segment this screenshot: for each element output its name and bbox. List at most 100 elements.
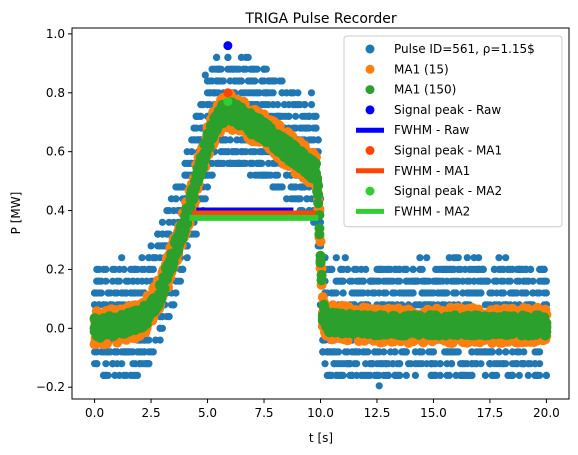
raw-point (409, 289, 417, 297)
y-tick-label: 0.4 (46, 204, 65, 218)
raw-point (353, 360, 361, 368)
raw-point (244, 53, 252, 62)
raw-point (147, 242, 155, 250)
legend-label: Signal peak - Raw (394, 103, 501, 117)
raw-point (321, 360, 329, 368)
raw-point (201, 195, 209, 203)
raw-point (396, 360, 404, 368)
raw-point (104, 371, 112, 379)
raw-point (253, 65, 261, 73)
raw-point (396, 371, 404, 379)
series-ma2-point (314, 223, 325, 234)
raw-point (479, 265, 487, 273)
raw-point (208, 171, 216, 179)
raw-point (118, 360, 126, 368)
raw-point (179, 183, 187, 191)
raw-point (540, 265, 548, 273)
raw-point (502, 254, 510, 262)
x-tick-label: 2.5 (142, 406, 161, 420)
raw-point (468, 371, 476, 379)
legend-marker (365, 186, 375, 196)
raw-point (436, 371, 444, 379)
series-ma2-point (189, 192, 199, 203)
series-ma2-point (312, 173, 323, 183)
legend-entry: Signal peak - MA2 (365, 184, 502, 198)
x-tick-label: 20.0 (533, 406, 560, 420)
raw-point (332, 289, 340, 297)
legend-marker (365, 85, 375, 95)
raw-point (172, 195, 180, 203)
raw-point (97, 289, 105, 297)
series-ma1-point (342, 335, 353, 346)
raw-point (120, 265, 128, 273)
y-tick-label: 0.0 (46, 321, 65, 335)
legend-label: MA1 (15) (394, 62, 449, 76)
raw-point (382, 289, 390, 297)
raw-point (332, 254, 340, 262)
raw-point (179, 265, 187, 273)
raw-point (285, 112, 293, 120)
raw-point (488, 348, 496, 356)
raw-point (138, 254, 146, 262)
raw-point (524, 371, 532, 379)
raw-point (292, 112, 300, 120)
y-tick-label: 0.6 (46, 145, 65, 159)
series-ma2-point (313, 180, 324, 191)
raw-point (536, 348, 544, 356)
raw-point (445, 371, 453, 379)
raw-point (536, 360, 544, 368)
y-axis-label: P [MW] (9, 192, 23, 235)
legend-entry: MA1 (150) (365, 83, 456, 97)
x-tick-label: 15.0 (420, 406, 447, 420)
legend-entry: Signal peak - Raw (365, 103, 501, 117)
raw-point (156, 336, 164, 344)
series-ma2-point (311, 158, 321, 169)
series-ma2-point (316, 274, 327, 285)
raw-point (149, 348, 157, 356)
raw-point (477, 289, 485, 297)
raw-point (506, 277, 514, 285)
raw-point (307, 89, 316, 97)
legend-entry: Signal peak - MA1 (365, 144, 502, 158)
x-tick-label: 12.5 (364, 406, 391, 420)
raw-point (423, 254, 431, 262)
raw-point (102, 360, 110, 368)
raw-point (359, 277, 367, 285)
y-tick-label: 1.0 (46, 27, 65, 41)
raw-point (219, 77, 227, 85)
legend-entry: FWHM - MA2 (356, 204, 470, 218)
legend-marker (365, 146, 375, 155)
raw-point (339, 277, 347, 285)
raw-point (262, 65, 270, 73)
chart-title: TRIGA Pulse Recorder (244, 11, 397, 27)
raw-point (493, 371, 501, 379)
peak-marker-1 (223, 88, 233, 98)
raw-point (402, 348, 410, 356)
raw-point (416, 254, 424, 262)
raw-point (484, 277, 492, 285)
legend-box (343, 35, 563, 228)
raw-point (188, 148, 196, 156)
x-axis: 0.0 2.5 5.0 7.5 10.0 12.5 15.0 17.5 20.0 (85, 399, 560, 420)
raw-point (475, 254, 483, 262)
y-tick-label: −0.2 (36, 380, 65, 394)
legend-entry: Pulse ID=561, ρ=1.15$ (365, 42, 535, 56)
raw-point (477, 360, 485, 368)
raw-point (213, 53, 221, 62)
series-ma2-point (541, 322, 552, 333)
series-ma2-point (182, 218, 193, 229)
legend-marker (365, 64, 375, 74)
legend-label: FWHM - MA2 (394, 204, 470, 218)
raw-point (362, 265, 370, 273)
raw-point (278, 183, 286, 191)
series-ma2 (89, 97, 552, 343)
raw-point (391, 348, 399, 356)
raw-point (312, 112, 320, 120)
raw-point (278, 77, 286, 85)
raw-point (542, 371, 551, 379)
legend-label: FWHM - Raw (394, 123, 470, 137)
x-tick-label: 0.0 (85, 406, 104, 420)
raw-point (149, 265, 157, 273)
raw-point (274, 101, 282, 109)
raw-point (226, 136, 234, 144)
